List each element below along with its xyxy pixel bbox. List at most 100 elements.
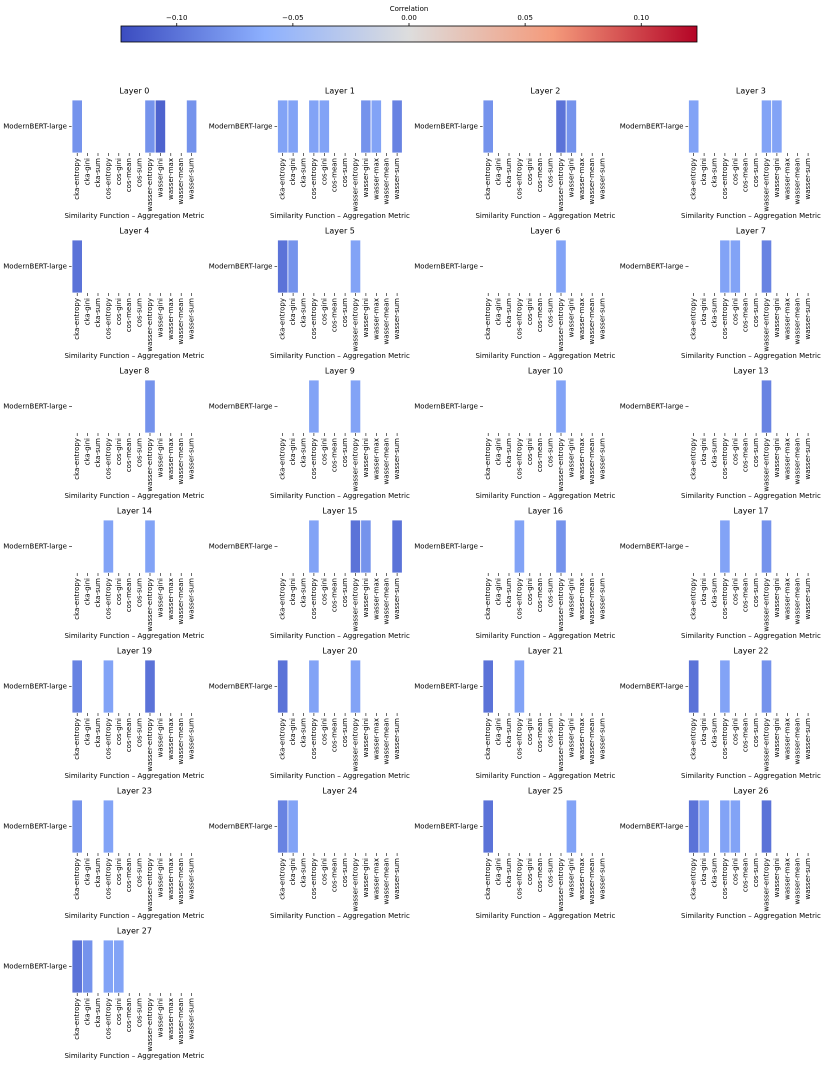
x-tick-label: cos-gini xyxy=(320,298,328,325)
heatmap-cell xyxy=(482,99,494,154)
x-tick-label: cka-gini xyxy=(289,718,297,745)
x-tick-label: wasser-sum xyxy=(599,858,607,900)
x-tick-label: wasser-sum xyxy=(188,858,196,900)
x-tick-label: cos-gini xyxy=(320,158,328,185)
x-tick-label: cos-mean xyxy=(742,578,750,612)
x-tick-label: wasser-mean xyxy=(383,298,391,344)
x-tick-label: wasser-gini xyxy=(156,578,164,617)
panel-title: Layer 20 xyxy=(322,647,357,656)
x-tick-label: wasser-mean xyxy=(588,858,596,904)
x-tick-label: wasser-max xyxy=(372,158,380,200)
x-tick-label: cka-entropy xyxy=(484,578,492,620)
heatmap-cell xyxy=(555,519,567,574)
x-tick-label: wasser-entropy xyxy=(352,718,360,772)
x-tick-label: cka-sum xyxy=(94,298,102,328)
x-tick-label: cka-gini xyxy=(84,158,92,185)
x-tick-label: cka-sum xyxy=(505,158,513,188)
x-tick-label: cos-entropy xyxy=(104,298,112,339)
y-tick-label: ModernBERT-large xyxy=(3,823,67,831)
x-tick-label: cka-gini xyxy=(289,158,297,185)
y-tick-label: ModernBERT-large xyxy=(209,123,273,131)
heatmap-cell xyxy=(144,99,156,154)
x-tick-label: wasser-mean xyxy=(177,298,185,344)
x-tick-label: wasser-entropy xyxy=(146,158,154,212)
x-tick-label: wasser-mean xyxy=(588,158,596,204)
x-tick-label: cos-entropy xyxy=(104,718,112,759)
heatmap-cell xyxy=(102,799,114,854)
heatmap-cell xyxy=(760,799,773,854)
x-axis-label: Similarity Function – Aggregation Metric xyxy=(64,492,204,500)
panel-title: Layer 24 xyxy=(322,787,357,796)
x-tick-label: wasser-gini xyxy=(567,438,575,477)
heatmap-cell xyxy=(102,659,114,714)
heatmap-cell xyxy=(760,519,773,574)
x-tick-label: wasser-sum xyxy=(393,298,401,340)
x-tick-label: wasser-entropy xyxy=(352,438,360,492)
x-tick-label: cka-gini xyxy=(700,438,708,465)
heatmap-cell xyxy=(729,799,741,854)
x-tick-label: cos-gini xyxy=(526,438,534,465)
x-tick-label: cos-mean xyxy=(125,718,133,752)
x-axis-label: Similarity Function – Aggregation Metric xyxy=(681,212,821,220)
heatmap-cell xyxy=(719,519,731,574)
x-tick-label: wasser-max xyxy=(783,718,791,760)
x-tick-label: wasser-max xyxy=(167,858,175,900)
heatmap-cell xyxy=(360,519,372,574)
x-tick-label: cos-sum xyxy=(752,158,760,187)
panel-title: Layer 1 xyxy=(325,87,355,96)
x-tick-label: wasser-gini xyxy=(362,858,370,897)
x-tick-label: cos-entropy xyxy=(721,858,729,899)
heatmap-cell xyxy=(277,799,289,854)
x-tick-label: cos-gini xyxy=(731,438,739,465)
x-tick-label: wasser-mean xyxy=(588,578,596,624)
x-tick-label: wasser-mean xyxy=(177,718,185,764)
x-tick-label: cka-entropy xyxy=(279,718,287,760)
x-tick-label: wasser-gini xyxy=(773,718,781,757)
x-tick-label: cos-sum xyxy=(341,718,349,747)
x-tick-label: wasser-sum xyxy=(804,438,812,480)
panel-title: Layer 6 xyxy=(530,227,560,236)
x-axis-label: Similarity Function – Aggregation Metric xyxy=(270,772,410,780)
y-tick-label: ModernBERT-large xyxy=(3,543,67,551)
x-tick-label: cka-sum xyxy=(505,438,513,468)
heatmap-cell xyxy=(482,659,494,714)
heatmap-panel: Layer 25 ModernBERT-large cka-entropy cka-g… xyxy=(414,787,615,921)
x-tick-label: cka-gini xyxy=(289,578,297,605)
y-tick-label: ModernBERT-large xyxy=(414,403,478,411)
heatmap-panel: Layer 0 ModernBERT-large cka-entropy cka-gi… xyxy=(3,87,204,221)
x-tick-label: cka-gini xyxy=(700,718,708,745)
x-tick-label: cos-gini xyxy=(115,718,123,745)
x-tick-label: wasser-mean xyxy=(794,858,802,904)
x-tick-label: cos-entropy xyxy=(104,858,112,899)
x-tick-label: cka-gini xyxy=(700,298,708,325)
x-tick-label: cka-sum xyxy=(94,718,102,748)
x-axis-label: Similarity Function – Aggregation Metric xyxy=(64,1052,204,1060)
heatmap-cell xyxy=(277,239,289,294)
colorbar-tick-label: 0.10 xyxy=(633,14,649,22)
heatmap-cell xyxy=(555,239,567,294)
x-tick-label: cos-mean xyxy=(742,718,750,752)
y-tick-label: ModernBERT-large xyxy=(414,823,478,831)
x-tick-label: wasser-max xyxy=(167,578,175,620)
x-tick-label: wasser-max xyxy=(578,438,586,480)
y-tick-label: ModernBERT-large xyxy=(620,823,684,831)
x-tick-label: cos-mean xyxy=(536,298,544,332)
x-tick-label: cos-gini xyxy=(115,438,123,465)
x-tick-label: cos-mean xyxy=(536,718,544,752)
heatmap-panel: Layer 9 ModernBERT-large cka-entropy cka-gi… xyxy=(209,367,410,501)
x-tick-label: wasser-sum xyxy=(599,158,607,200)
heatmap-cell xyxy=(287,799,299,854)
x-tick-label: cka-sum xyxy=(300,718,308,748)
x-tick-label: cos-gini xyxy=(731,718,739,745)
colorbar-tick-label: 0.00 xyxy=(401,14,417,22)
x-tick-label: cos-entropy xyxy=(515,438,523,479)
x-tick-label: cos-entropy xyxy=(721,158,729,199)
x-tick-label: wasser-mean xyxy=(794,298,802,344)
x-axis-label: Similarity Function – Aggregation Metric xyxy=(681,632,821,640)
x-tick-label: cos-mean xyxy=(742,298,750,332)
x-tick-label: wasser-max xyxy=(578,578,586,620)
heatmap-cell xyxy=(71,799,83,854)
x-axis-label: Similarity Function – Aggregation Metric xyxy=(475,772,615,780)
x-tick-label: wasser-sum xyxy=(393,858,401,900)
heatmap-cell xyxy=(144,519,156,574)
